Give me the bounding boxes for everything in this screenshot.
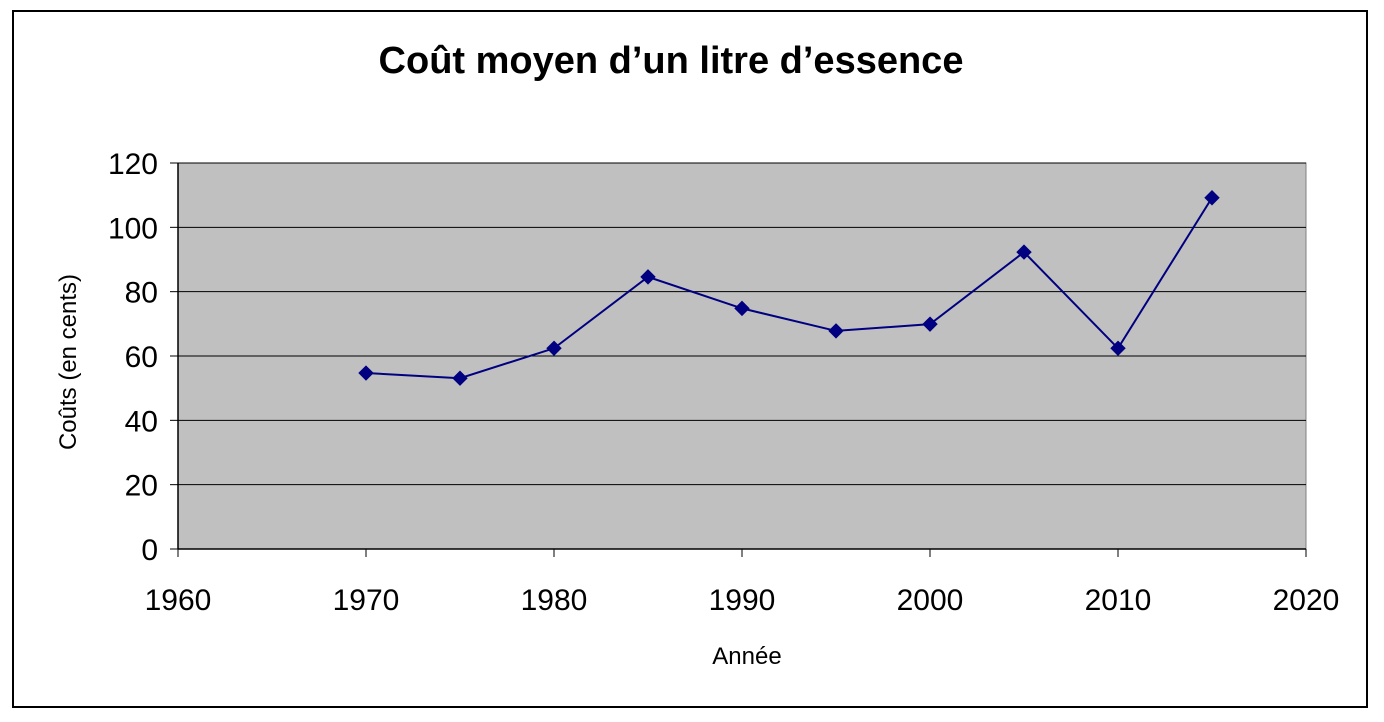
x-tick-label: 1980 (521, 584, 588, 617)
y-axis-ticks: 0 20 40 60 80 100 120 (108, 148, 178, 567)
series-group (358, 190, 1220, 386)
data-point (546, 340, 562, 356)
x-tick-label: 1960 (145, 584, 212, 617)
y-tick-label: 100 (108, 212, 158, 245)
x-axis-ticks: 1960 1970 1980 1990 2000 2010 2020 (145, 549, 1340, 617)
y-tick-label: 40 (125, 405, 158, 438)
data-point (922, 316, 938, 332)
data-point (640, 269, 656, 285)
x-tick-label: 1990 (709, 584, 776, 617)
data-point (734, 300, 750, 317)
data-point (1016, 244, 1032, 260)
y-tick-label: 120 (108, 148, 158, 181)
x-tick-label: 2020 (1273, 584, 1340, 617)
x-tick-label: 1970 (333, 584, 400, 617)
y-tick-label: 20 (125, 470, 158, 503)
data-point (828, 323, 844, 339)
x-axis-label: Année (712, 643, 781, 670)
data-point (1204, 190, 1220, 206)
chart-frame (12, 10, 1368, 708)
gridlines (178, 162, 1306, 486)
y-axis-label: Coûts (en cents) (55, 274, 82, 450)
data-point (358, 365, 374, 381)
x-tick-label: 2010 (1085, 584, 1152, 617)
y-tick-label: 0 (141, 534, 158, 567)
y-tick-label: 80 (125, 277, 158, 310)
data-point (1110, 340, 1126, 356)
x-tick-label: 2000 (897, 584, 964, 617)
y-tick-label: 60 (125, 341, 158, 374)
series-line (365, 197, 1213, 380)
chart-title: Coût moyen d’un litre d’essence (379, 40, 964, 82)
data-point (452, 370, 468, 386)
